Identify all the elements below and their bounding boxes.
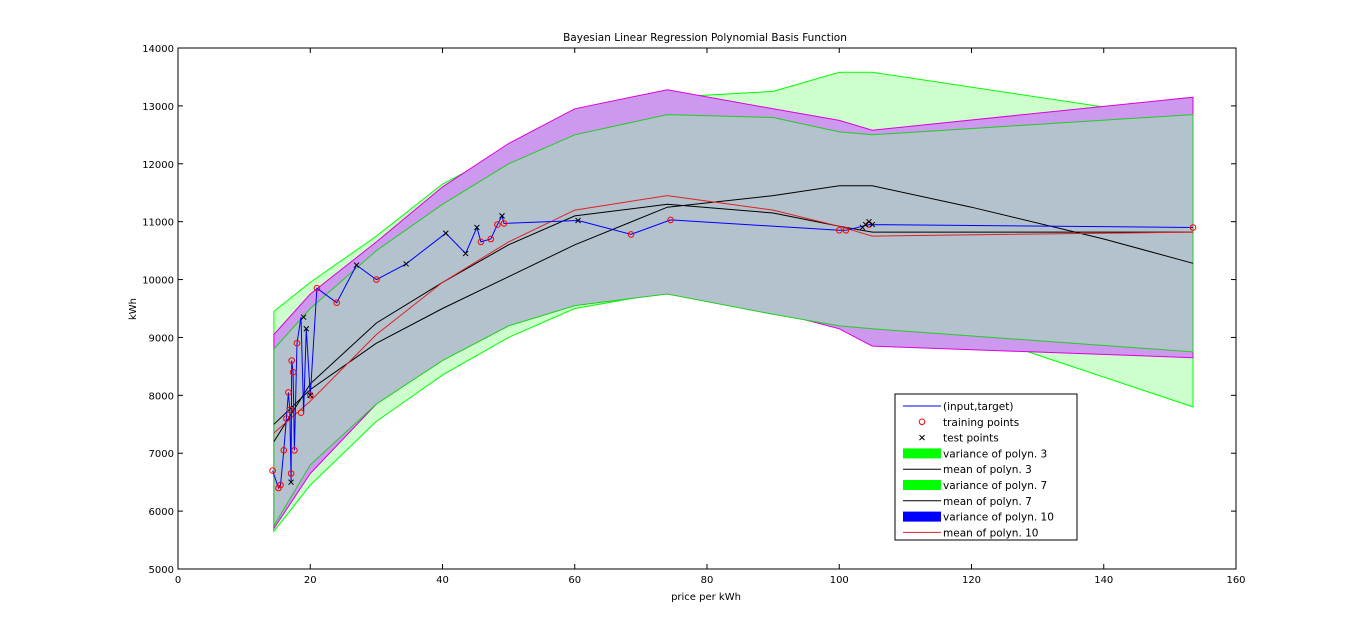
y-tick-label: 9000 [149,333,174,344]
training-point [288,357,296,364]
training-point [627,231,635,238]
y-tick-label: 5000 [149,565,174,576]
y-tick-label: 8000 [149,391,174,402]
training-point [287,470,295,477]
y-tick-label: 10000 [142,276,174,287]
y-tick-label: 13000 [142,102,174,113]
legend-label: variance of polyn. 3 [943,448,1047,460]
y-axis-label: kWh [128,298,139,320]
x-axis-ticks: 0 20 40 60 80 100 120 140 160 [175,48,1246,586]
training-point [667,216,674,224]
legend-swatch-patch [903,511,941,522]
test-point [303,325,310,332]
training-point [286,406,294,414]
mean-polyn-3-line [273,185,1194,425]
legend-swatch-patch [903,448,941,459]
legend-label: variance of polyn. 7 [943,480,1047,492]
test-point [403,261,409,267]
test-point [288,479,294,486]
chart-title: Bayesian Linear Regression Polynomial Ba… [563,32,847,44]
x-tick-label: 20 [304,575,317,586]
test-point [869,221,876,228]
training-point [280,447,288,454]
y-tick-label: 7000 [149,449,174,460]
training-point [307,392,314,399]
legend-swatch-circle [918,418,926,426]
test-point [307,392,314,399]
training-point [477,238,485,246]
test-point [462,250,469,257]
training-point [313,284,321,292]
x-tick-label: 120 [962,575,981,586]
x-tick-label: 60 [568,575,581,586]
test-point [575,217,581,224]
training-point [289,368,297,376]
data-series [269,213,1197,492]
y-tick-label: 12000 [142,160,174,171]
training-point [291,447,298,454]
x-tick-label: 140 [1094,575,1113,586]
legend-label: mean of polyn. 3 [943,464,1032,476]
test-point [499,213,505,219]
training-point [842,227,850,234]
x-tick-label: 160 [1226,575,1245,586]
training-point [293,339,301,347]
training-point [500,220,508,227]
training-point [285,389,292,396]
training-point [297,409,305,417]
test-point [442,230,449,237]
test-point [353,262,360,268]
legend-label: training points [943,417,1019,429]
training-point [836,227,843,234]
legend-swatch-patch [903,480,941,490]
test-point [300,314,307,321]
training-point [283,415,290,422]
x-tick-label: 100 [830,575,849,586]
x-tick-label: 0 [175,575,181,586]
legend-label: variance of polyn. 10 [943,512,1054,524]
legend-label: test points [943,433,999,445]
training-point [269,467,276,474]
legend-label: (input,target) [943,401,1013,413]
x-tick-label: 40 [436,575,449,586]
legend: (input,target) training points test points… [894,393,1078,541]
training-point [487,235,495,243]
test-point [474,224,480,231]
training-point [333,299,341,307]
training-point [277,481,284,489]
y-tick-label: 11000 [142,218,174,229]
training-point [1189,224,1197,231]
legend-label: mean of polyn. 10 [943,527,1038,539]
mean-polyn-7-line [273,203,1193,442]
x-tick-label: 80 [701,575,714,586]
training-point [494,221,501,228]
training-point [373,276,380,283]
x-axis-label: price per kWh [671,592,741,603]
y-axis-ticks: 5000 6000 7000 8000 9000 10000 11000 12000 13000… [142,44,1236,576]
y-tick-label: 14000 [142,44,174,55]
legend-label: mean of polyn. 7 [943,496,1032,508]
legend-swatch-cross [919,434,925,441]
y-tick-label: 6000 [149,507,174,518]
